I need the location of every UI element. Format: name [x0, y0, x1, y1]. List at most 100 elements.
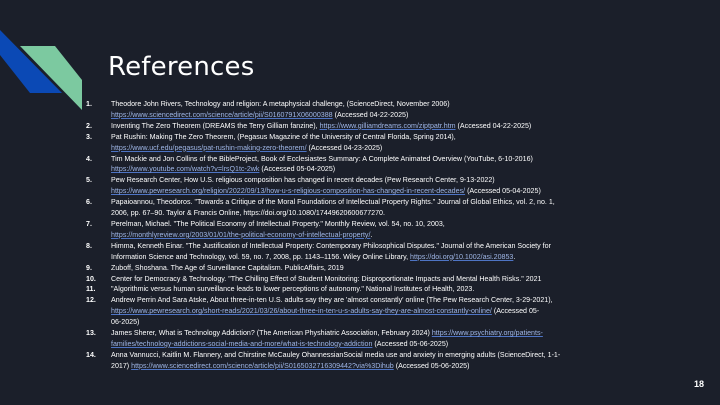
reference-text: Pew Research Center, How U.S. religious … — [111, 175, 646, 197]
reference-text-segment: Pew Research Center, How U.S. religious … — [111, 176, 495, 185]
reference-link[interactable]: https://www.pewresearch.org/short-reads/… — [111, 307, 492, 316]
reference-line: Center for Democracy & Technology. "The … — [111, 274, 646, 285]
reference-text-segment: 2006, pp. 67–90. Taylor & Francis Online… — [111, 209, 385, 218]
reference-link[interactable]: https://www.ucf.edu/pegasus/pat-rushin-m… — [111, 143, 307, 152]
reference-text: "Algorithmic versus human surveillance l… — [111, 284, 646, 295]
reference-text-segment: (Accessed 05-04-2025) — [465, 187, 541, 196]
reference-link[interactable]: https://www.gilliamdreams.com/ziptpatr.h… — [319, 121, 456, 130]
reference-number: 8. — [86, 241, 92, 250]
reference-text: Inventing The Zero Theorem (DREAMS the T… — [111, 121, 646, 132]
reference-number: 1. — [86, 100, 92, 108]
reference-line: Inventing The Zero Theorem (DREAMS the T… — [111, 121, 646, 132]
reference-line: https://www.youtube.com/watch?v=lrsQ1tc-… — [111, 164, 646, 175]
reference-text-segment: Pat Rushin: Making The Zero Theorem, (Pe… — [111, 132, 456, 141]
reference-number: 7. — [86, 219, 92, 228]
reference-text-segment: "Algorithmic versus human surveillance l… — [111, 285, 475, 294]
reference-item: 3. Pat Rushin: Making The Zero Theorem, (… — [86, 132, 646, 154]
reference-text: Pat Rushin: Making The Zero Theorem, (Pe… — [111, 132, 646, 154]
reference-text: Himma, Kenneth Einar. "The Justification… — [111, 241, 646, 263]
reference-number: 5. — [86, 176, 92, 185]
reference-text-segment: . — [513, 252, 516, 261]
reference-line: Anna Vannucci, Kaitlin M. Flannery, and … — [111, 350, 646, 361]
reference-text-segment: Tim Mackie and Jon Collins of the BibleP… — [111, 154, 533, 163]
reference-number: 3. — [86, 132, 92, 141]
reference-line: families/technology-addictions-social-me… — [111, 339, 646, 350]
reference-number: 10. — [86, 274, 96, 283]
reference-list: 1. Theodore John Rivers, Technology and r… — [86, 99, 646, 372]
reference-text-segment: Anna Vannucci, Kaitlin M. Flannery, and … — [111, 350, 561, 359]
reference-item: 8. Himma, Kenneth Einar. "The Justificati… — [86, 241, 646, 263]
reference-link[interactable]: https://www.pewresearch.org/religion/202… — [111, 187, 466, 196]
reference-item: 2. Inventing The Zero Theorem (DREAMS the… — [86, 121, 646, 132]
reference-link[interactable]: https://www.sciencedirect.com/science/ar… — [111, 110, 333, 119]
reference-line: 06-2025) — [111, 317, 646, 328]
reference-line: 2017) https://www.sciencedirect.com/scie… — [111, 361, 646, 372]
reference-text-segment: 2017) — [111, 361, 132, 370]
reference-item: 13. James Sherer, What is Technology Addi… — [86, 328, 646, 350]
reference-link[interactable]: https://www.youtube.com/watch?v=lrsQ1tc-… — [111, 165, 260, 174]
reference-line: 2006, pp. 67–90. Taylor & Francis Online… — [111, 208, 646, 219]
blue-stripe — [0, 30, 62, 93]
reference-item: 10. Center for Democracy & Technology. "T… — [86, 274, 646, 285]
reference-link[interactable]: https://monthlyreview.org/2003/01/01/the… — [111, 230, 371, 239]
reference-link[interactable]: https://www.sciencedirect.com/science/ar… — [131, 361, 394, 370]
reference-line: Tim Mackie and Jon Collins of the BibleP… — [111, 154, 646, 165]
reference-text-segment: (Accessed 04-22-2025) — [332, 110, 409, 119]
reference-line: "Algorithmic versus human surveillance l… — [111, 284, 646, 295]
reference-item: 4. Tim Mackie and Jon Collins of the Bibl… — [86, 154, 646, 176]
reference-item: 14. Anna Vannucci, Kaitlin M. Flannery, a… — [86, 350, 646, 372]
reference-link[interactable]: https://doi.org/10.1002/asi.20853 — [410, 252, 514, 261]
slide-title: References — [108, 52, 255, 82]
reference-text-segment: . — [370, 230, 373, 239]
reference-number: 14. — [86, 350, 96, 359]
reference-line: Pat Rushin: Making The Zero Theorem, (Pe… — [111, 132, 646, 143]
reference-number: 13. — [86, 329, 96, 338]
reference-text: Tim Mackie and Jon Collins of the BibleP… — [111, 154, 646, 176]
reference-item: 6. Papaioannou, Theodoros. "Towards a Cri… — [86, 197, 646, 219]
reference-number: 2. — [86, 121, 92, 130]
reference-item: 11. "Algorithmic versus human surveillanc… — [86, 284, 646, 295]
reference-text-segment: Perelman, Michael. "The Political Econom… — [111, 219, 445, 228]
reference-line: https://www.pewresearch.org/short-reads/… — [111, 306, 646, 317]
reference-text-segment: Inventing The Zero Theorem (DREAMS the T… — [111, 121, 320, 130]
reference-text-segment: (Accessed 04-22-2025) — [455, 121, 532, 130]
reference-number: 6. — [86, 198, 92, 207]
reference-number: 9. — [86, 263, 92, 272]
decorative-shapes — [0, 30, 82, 110]
reference-text-segment: Papaioannou, Theodoros. "Towards a Criti… — [111, 198, 555, 207]
reference-text-segment: (Accessed 04-23-2025) — [306, 143, 383, 152]
reference-text: Papaioannou, Theodoros. "Towards a Criti… — [111, 197, 646, 219]
reference-line: Himma, Kenneth Einar. "The Justification… — [111, 241, 646, 252]
reference-item: 9. Zuboff, Shoshana. The Age of Surveilla… — [86, 263, 646, 274]
reference-line: Perelman, Michael. "The Political Econom… — [111, 219, 646, 230]
reference-line: https://www.sciencedirect.com/science/ar… — [111, 110, 646, 121]
reference-line: Pew Research Center, How U.S. religious … — [111, 175, 646, 186]
reference-number: 4. — [86, 154, 92, 163]
reference-item: 1. Theodore John Rivers, Technology and r… — [86, 99, 646, 121]
reference-text-segment: 06-2025) — [111, 318, 140, 327]
page-number: 18 — [693, 379, 704, 389]
reference-text: Andrew Perrin And Sara Atske, About thre… — [111, 295, 646, 328]
reference-text: James Sherer, What is Technology Addicti… — [111, 328, 646, 350]
reference-line: Information Science and Technology, vol.… — [111, 252, 646, 263]
reference-text: Perelman, Michael. "The Political Econom… — [111, 219, 646, 241]
green-stripe — [20, 46, 82, 110]
reference-text-segment: (Accessed 05- — [491, 307, 540, 316]
reference-text-segment: Center for Democracy & Technology. "The … — [111, 274, 542, 283]
reference-link[interactable]: https://www.psychiatry.org/patients- — [431, 329, 543, 338]
reference-number: 11. — [86, 285, 96, 294]
reference-text-segment: James Sherer, What is Technology Addicti… — [111, 329, 432, 338]
reference-line: Zuboff, Shoshana. The Age of Surveillanc… — [111, 263, 646, 274]
reference-text-segment: Information Science and Technology, vol.… — [111, 252, 411, 261]
reference-link[interactable]: families/technology-addictions-social-me… — [111, 339, 373, 348]
reference-text-segment: Zuboff, Shoshana. The Age of Surveillanc… — [111, 263, 344, 272]
reference-text-segment: (Accessed 05-06-2025) — [393, 361, 470, 370]
reference-text: Anna Vannucci, Kaitlin M. Flannery, and … — [111, 350, 646, 372]
reference-line: Papaioannou, Theodoros. "Towards a Criti… — [111, 197, 646, 208]
reference-text-segment: (Accessed 05-06-2025) — [372, 339, 449, 348]
reference-line: Theodore John Rivers, Technology and rel… — [111, 99, 646, 110]
reference-line: https://www.ucf.edu/pegasus/pat-rushin-m… — [111, 143, 646, 154]
reference-line: Andrew Perrin And Sara Atske, About thre… — [111, 295, 646, 306]
reference-text-segment: Andrew Perrin And Sara Atske, About thre… — [111, 296, 553, 305]
reference-text-segment: Theodore John Rivers, Technology and rel… — [111, 100, 450, 108]
